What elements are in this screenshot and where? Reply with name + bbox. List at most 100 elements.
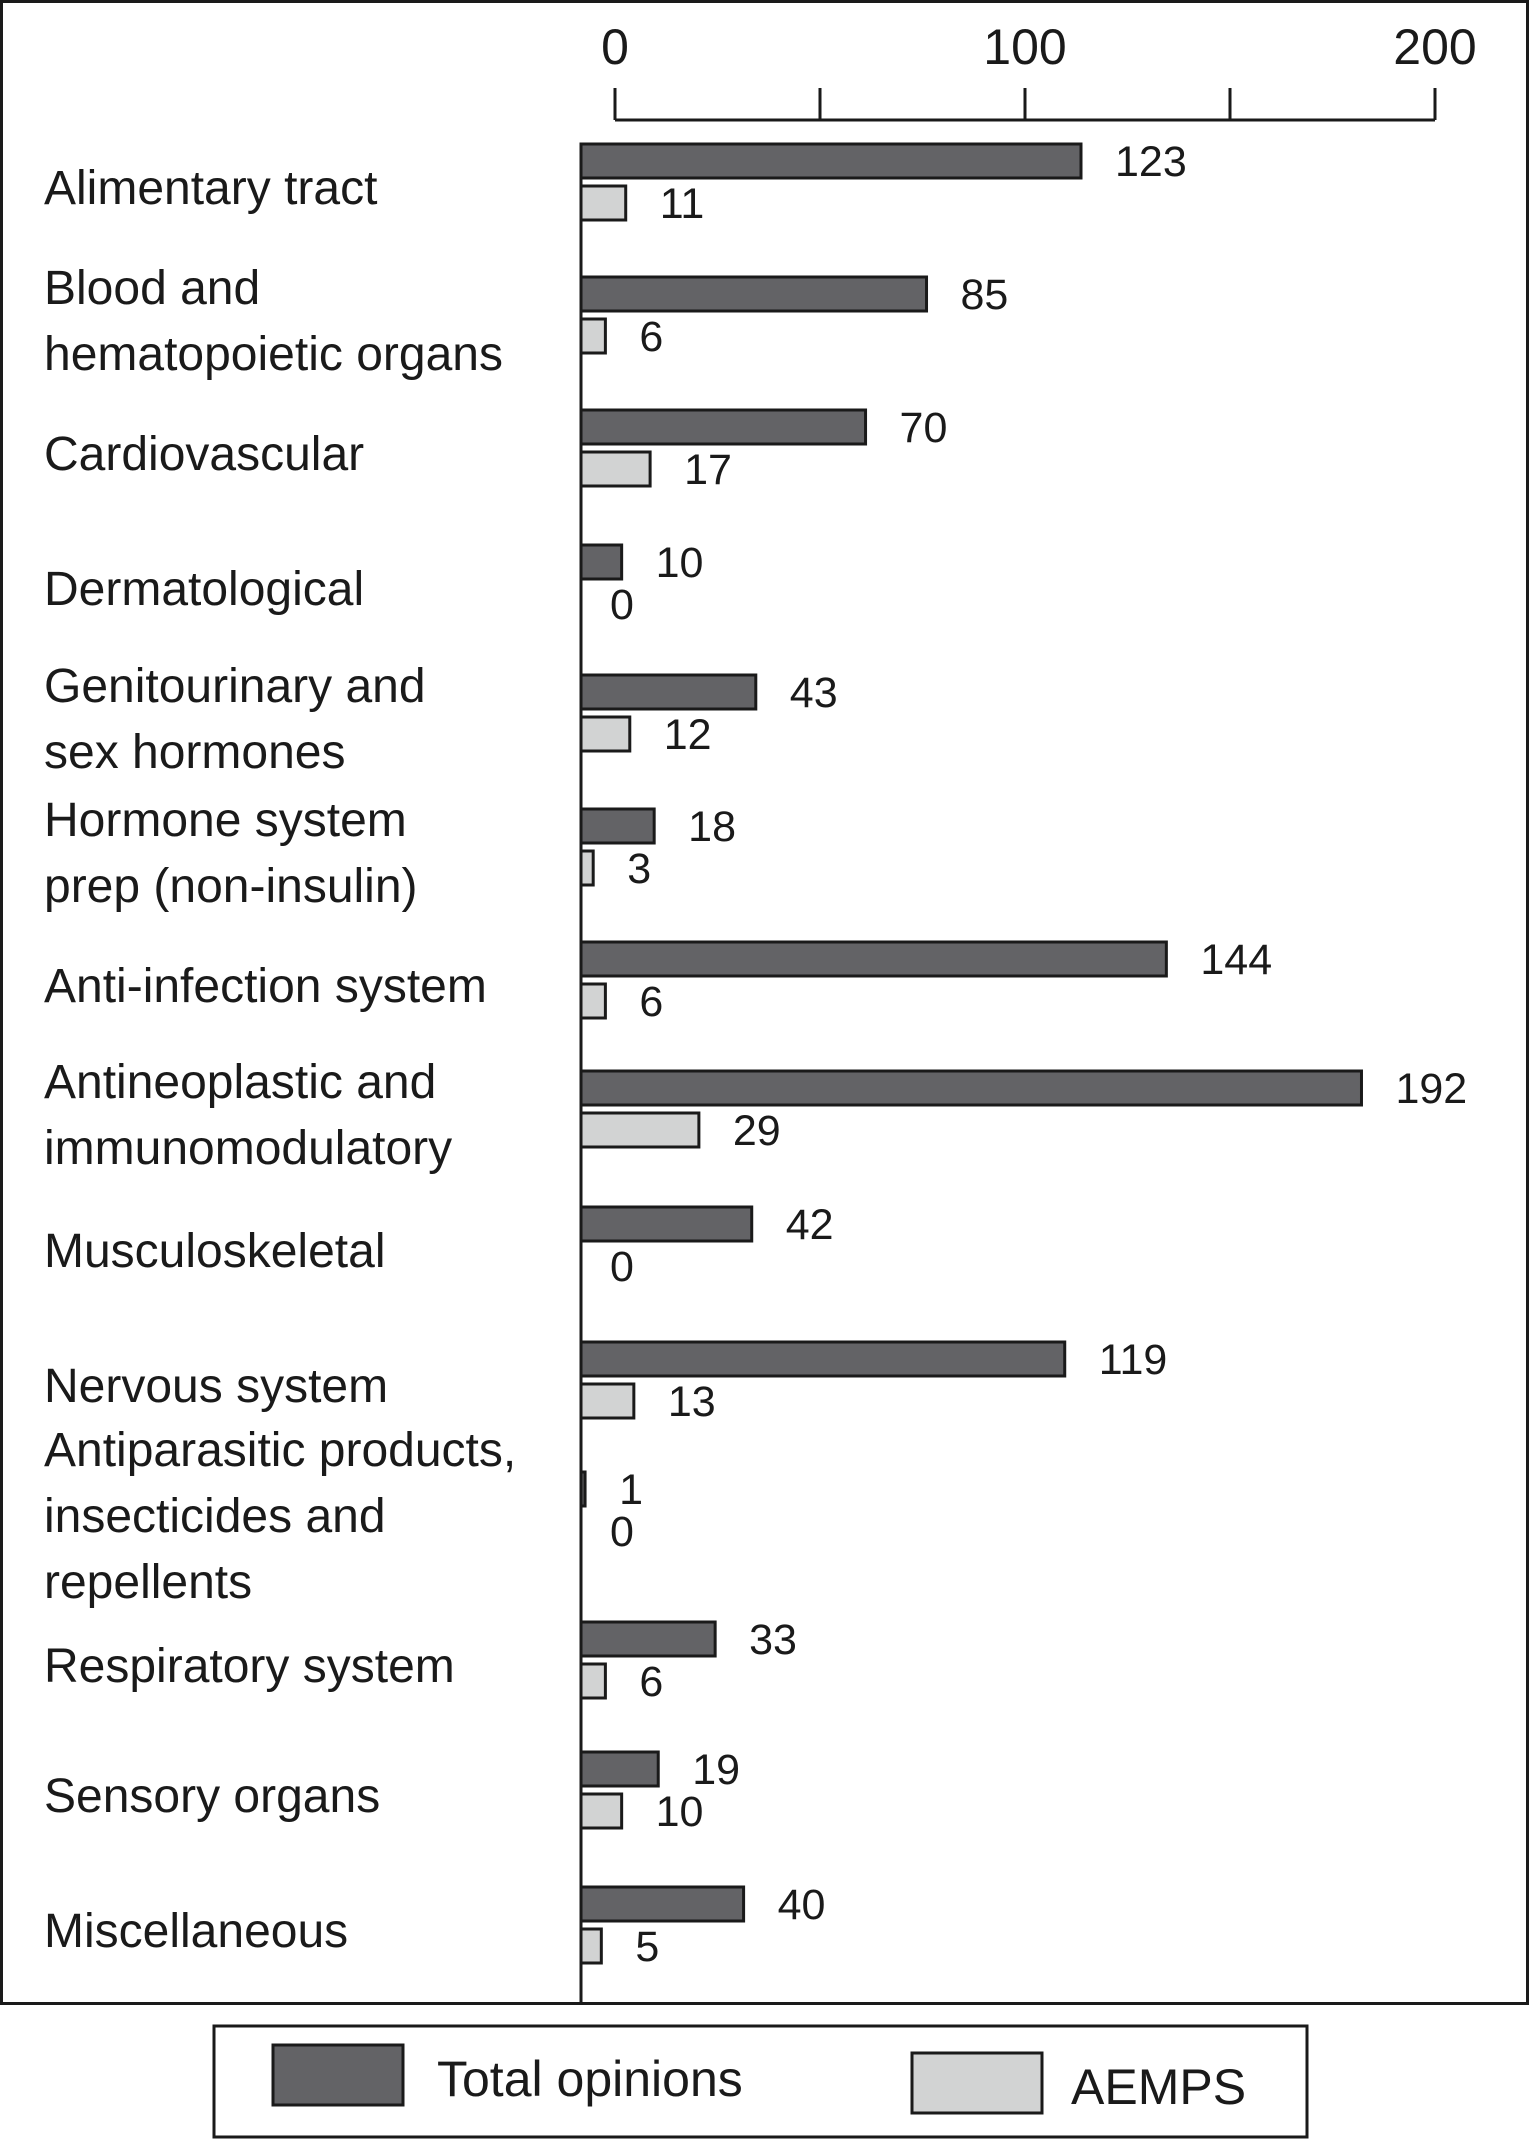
category-label-line: Alimentary tract	[44, 162, 377, 215]
value-label-total-opinions: 192	[1395, 1065, 1467, 1113]
category-label: Blood and hematopoietic organs	[44, 262, 503, 381]
category-label: Genitourinary and sex hormones	[44, 660, 426, 779]
value-label-aemps: 17	[684, 446, 732, 494]
value-label-total-opinions: 119	[1099, 1336, 1168, 1384]
value-label-total-opinions: 10	[656, 539, 704, 587]
bar-total-opinions	[579, 408, 868, 446]
category-label-line: insecticides and	[44, 1490, 386, 1543]
legend-swatch-total-opinions	[271, 2043, 405, 2107]
value-label-aemps: 11	[660, 180, 705, 228]
value-label-total-opinions: 1	[619, 1466, 643, 1514]
bar-total-opinions	[579, 807, 656, 845]
category-label: Sensory organs	[44, 1770, 380, 1823]
bar-aemps	[579, 184, 628, 222]
bar-total-opinions	[579, 940, 1168, 978]
bar-aemps	[579, 1927, 603, 1965]
legend-swatch-aemps	[910, 2051, 1044, 2115]
bars: 1231185670171004312183144619229420119131…	[579, 138, 1467, 1971]
category-label: Cardiovascular	[44, 428, 364, 481]
value-label-total-opinions: 123	[1115, 138, 1187, 186]
bar-total-opinions	[579, 543, 624, 581]
category-label-line: sex hormones	[44, 726, 345, 779]
value-label-total-opinions: 144	[1200, 936, 1272, 984]
category-label: Respiratory system	[44, 1640, 455, 1693]
value-label-aemps: 0	[610, 1243, 634, 1291]
category-label-line: Miscellaneous	[44, 1905, 348, 1958]
plot-frame	[0, 0, 1529, 2005]
category-label: Antiparasitic products, insecticides and r…	[44, 1424, 516, 1609]
bar-aemps	[579, 1662, 607, 1700]
value-label-aemps: 0	[610, 581, 634, 629]
bar-aemps	[579, 1111, 701, 1149]
value-label-aemps: 13	[668, 1378, 716, 1426]
category-label: Antineoplastic and immunomodulatory	[44, 1056, 452, 1175]
value-label-total-opinions: 70	[900, 404, 948, 452]
bar-total-opinions	[579, 1470, 587, 1508]
bar-total-opinions	[579, 1620, 717, 1658]
value-label-aemps: 6	[639, 313, 663, 361]
x-tick-label: 0	[601, 19, 629, 75]
value-label-total-opinions: 18	[688, 803, 736, 851]
category-label-line: Genitourinary and	[44, 660, 426, 713]
category-label-line: Dermatological	[44, 563, 364, 616]
bar-aemps	[579, 715, 632, 753]
x-tick-label: 100	[983, 19, 1066, 75]
category-label: Miscellaneous	[44, 1905, 348, 1958]
value-label-total-opinions: 40	[778, 1881, 826, 1929]
category-label-line: immunomodulatory	[44, 1122, 452, 1175]
x-axis: 0 100 200	[601, 19, 1477, 122]
value-label-aemps: 6	[639, 978, 663, 1026]
value-label-aemps: 6	[639, 1658, 663, 1706]
bar-total-opinions	[579, 1205, 754, 1243]
bar-total-opinions	[579, 1340, 1067, 1378]
category-label-line: repellents	[44, 1556, 252, 1609]
category-label-line: Hormone system	[44, 794, 407, 847]
bar-total-opinions	[579, 1885, 746, 1923]
value-label-aemps: 10	[656, 1788, 704, 1836]
category-label: Musculoskeletal	[44, 1225, 385, 1278]
bar-aemps	[579, 849, 595, 887]
category-label: Hormone system prep (non-insulin)	[44, 794, 418, 913]
category-label-line: Cardiovascular	[44, 428, 364, 481]
value-label-aemps: 29	[733, 1107, 781, 1155]
legend-label-total-opinions: Total opinions	[437, 2051, 743, 2107]
category-labels: Alimentary tract Blood and hematopoietic o…	[44, 162, 516, 1958]
bar-total-opinions	[579, 275, 929, 313]
value-label-aemps: 5	[635, 1923, 659, 1971]
bar-aemps	[579, 1792, 624, 1830]
value-label-total-opinions: 33	[749, 1616, 797, 1664]
bar-aemps	[579, 1382, 636, 1420]
category-label-line: Respiratory system	[44, 1640, 455, 1693]
category-label-line: Sensory organs	[44, 1770, 380, 1823]
legend-label-aemps: AEMPS	[1071, 2059, 1246, 2115]
value-label-total-opinions: 42	[786, 1201, 834, 1249]
category-label: Nervous system	[44, 1360, 388, 1413]
bar-total-opinions	[579, 1750, 660, 1788]
category-label-line: Antiparasitic products,	[44, 1424, 516, 1477]
bar-aemps	[579, 317, 607, 355]
category-label: Dermatological	[44, 563, 364, 616]
category-label-line: prep (non-insulin)	[44, 860, 418, 913]
bar-total-opinions	[579, 673, 758, 711]
category-label-line: Musculoskeletal	[44, 1225, 385, 1278]
value-label-total-opinions: 85	[961, 271, 1009, 319]
x-tick-label: 200	[1393, 19, 1476, 75]
category-label: Alimentary tract	[44, 162, 377, 215]
category-label-line: Blood and	[44, 262, 260, 315]
category-label-line: Antineoplastic and	[44, 1056, 436, 1109]
bar-aemps	[579, 982, 607, 1020]
category-label: Anti-infection system	[44, 960, 487, 1013]
bar-total-opinions	[579, 1069, 1363, 1107]
legend: Total opinions AEMPS	[212, 2024, 1309, 2139]
category-label-line: Nervous system	[44, 1360, 388, 1413]
category-label-line: Anti-infection system	[44, 960, 487, 1013]
category-label-line: hematopoietic organs	[44, 328, 503, 381]
value-label-aemps: 3	[627, 845, 651, 893]
value-label-aemps: 0	[610, 1508, 634, 1556]
legend-frame	[212, 2024, 1309, 2139]
bar-total-opinions	[579, 142, 1083, 180]
value-label-aemps: 12	[664, 711, 712, 759]
value-label-total-opinions: 43	[790, 669, 838, 717]
value-label-total-opinions: 19	[692, 1746, 740, 1794]
